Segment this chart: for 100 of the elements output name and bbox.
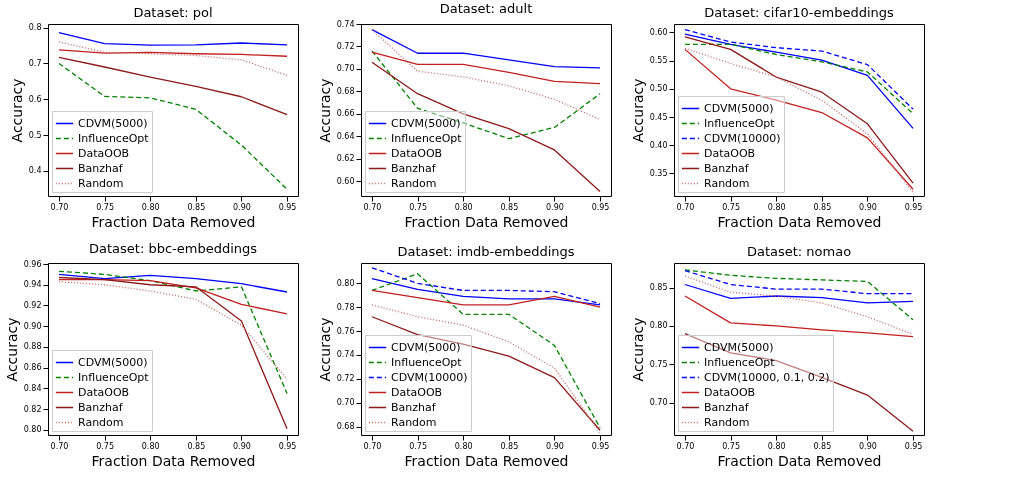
line-series — [684, 275, 914, 336]
x-tick-label: 0.90 — [233, 202, 251, 212]
legend-label: InfluenceOpt — [391, 131, 463, 145]
line-series — [58, 31, 288, 46]
y-tick-label: 0.55 — [649, 56, 668, 66]
line-series — [684, 295, 914, 338]
y-tick-label: 0.68 — [336, 422, 355, 432]
y-tick-label: 0.60 — [649, 27, 668, 37]
y-tick-label: 0.70 — [336, 64, 355, 74]
y-tick-label: 0.45 — [649, 112, 668, 122]
y-axis-title: Accuracy — [629, 78, 646, 143]
legend-label: CDVM(5000) — [704, 101, 774, 115]
chart-title: Dataset: cifar10-embeddings — [704, 5, 895, 20]
y-axis-title: Accuracy — [3, 317, 20, 382]
legend-label: Random — [704, 415, 750, 429]
y-tick-label: 0.6 — [28, 94, 42, 104]
legend-label: CDVM(5000) — [391, 116, 461, 130]
x-tick-label: 0.80 — [454, 441, 473, 451]
legend-label: CDVM(10000) — [391, 370, 468, 384]
legend-label: InfluenceOpt — [78, 131, 150, 145]
x-tick-label: 0.95 — [591, 202, 610, 212]
x-tick-label: 0.80 — [767, 441, 786, 451]
y-tick-label: 0.5 — [28, 130, 42, 140]
y-axis-title: Accuracy — [8, 78, 25, 143]
legend-label: Banzhaf — [391, 400, 437, 414]
x-tick-label: 0.90 — [859, 441, 877, 451]
line-series — [684, 332, 914, 432]
x-tick-label: 0.85 — [187, 202, 206, 212]
y-tick-label: 0.8 — [28, 23, 42, 33]
y-tick-label: 0.68 — [336, 86, 355, 96]
legend-label: InfluenceOpt — [78, 370, 150, 384]
y-tick-label: 0.64 — [336, 131, 355, 141]
x-axis-title: Fraction Data Removed — [717, 213, 882, 230]
legend-label: InfluenceOpt — [704, 355, 776, 369]
y-tick-label: 0.70 — [336, 398, 355, 408]
x-axis-title: Fraction Data Removed — [404, 452, 569, 469]
line-series — [371, 51, 601, 85]
x-tick-label: 0.70 — [50, 202, 69, 212]
line-series — [371, 289, 601, 308]
y-tick-label: 0.74 — [336, 19, 355, 29]
y-tick-label: 0.75 — [649, 359, 668, 369]
x-tick-label: 0.70 — [363, 202, 382, 212]
legend-label: CDVM(5000) — [78, 116, 148, 130]
line-series — [58, 62, 288, 190]
legend-label: CDVM(5000) — [78, 355, 148, 369]
y-tick-label: 0.40 — [649, 140, 668, 150]
y-tick-label: 0.72 — [336, 374, 355, 384]
x-tick-label: 0.90 — [546, 202, 564, 212]
x-tick-label: 0.95 — [904, 202, 923, 212]
legend-label: Random — [78, 176, 124, 190]
y-tick-label: 0.94 — [23, 280, 42, 290]
x-axis-title: Fraction Data Removed — [404, 213, 569, 230]
line-series — [684, 33, 914, 129]
x-tick-label: 0.80 — [141, 441, 160, 451]
legend-label: Random — [391, 415, 437, 429]
line-series — [371, 28, 601, 121]
x-tick-label: 0.85 — [813, 202, 832, 212]
legend-label: DataOOB — [78, 385, 130, 399]
legend-label: Banzhaf — [704, 400, 750, 414]
x-tick-label: 0.70 — [363, 441, 382, 451]
y-axis-title: Accuracy — [629, 317, 646, 382]
legend-label: DataOOB — [78, 146, 130, 160]
x-tick-label: 0.75 — [409, 202, 427, 212]
x-tick-label: 0.80 — [141, 202, 160, 212]
chart-title: Dataset: pol — [133, 4, 213, 20]
y-tick-label: 0.92 — [23, 300, 42, 310]
x-axis-title: Fraction Data Removed — [91, 213, 256, 230]
x-tick-label: 0.95 — [904, 441, 923, 451]
line-series — [684, 43, 914, 115]
x-tick-label: 0.75 — [722, 441, 740, 451]
legend-label: Random — [704, 176, 750, 190]
x-tick-label: 0.80 — [454, 202, 473, 212]
y-tick-label: 0.85 — [649, 283, 668, 293]
legend-label: Banzhaf — [78, 161, 124, 175]
legend-label: DataOOB — [704, 385, 756, 399]
legend-label: DataOOB — [391, 146, 443, 160]
y-tick-label: 0.88 — [23, 342, 42, 352]
y-tick-label: 0.82 — [23, 404, 42, 414]
y-tick-label: 0.72 — [336, 41, 355, 51]
line-series — [58, 273, 288, 293]
y-tick-label: 0.80 — [23, 425, 42, 435]
legend-label: InfluenceOpt — [391, 355, 463, 369]
x-axis-title: Fraction Data Removed — [91, 452, 256, 469]
x-tick-label: 0.75 — [409, 441, 427, 451]
legend-label: Banzhaf — [391, 161, 437, 175]
legend-label: Banzhaf — [78, 400, 124, 414]
y-axis-title: Accuracy — [316, 78, 333, 143]
y-tick-label: 0.74 — [336, 350, 355, 360]
x-tick-label: 0.75 — [96, 441, 114, 451]
x-tick-label: 0.75 — [722, 202, 740, 212]
line-series — [58, 56, 288, 116]
x-tick-label: 0.90 — [546, 441, 564, 451]
y-tick-label: 0.84 — [23, 383, 42, 393]
line-series — [58, 278, 288, 315]
x-tick-label: 0.95 — [591, 441, 610, 451]
x-tick-label: 0.90 — [233, 441, 251, 451]
y-tick-label: 0.76 — [336, 326, 355, 336]
y-tick-label: 0.78 — [336, 302, 355, 312]
line-series — [371, 61, 601, 193]
y-tick-label: 0.90 — [23, 321, 42, 331]
